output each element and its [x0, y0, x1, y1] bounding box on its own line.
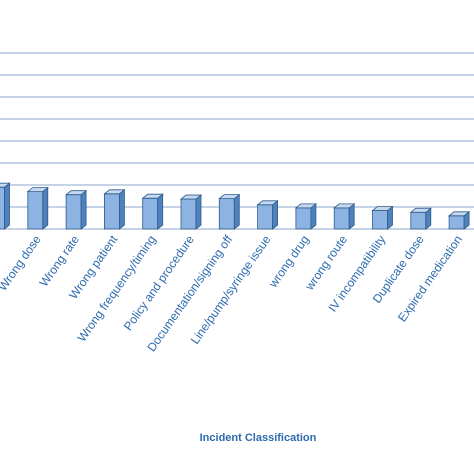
bar: [141, 193, 164, 230]
bar: [179, 194, 203, 230]
bar: [371, 205, 394, 230]
bar: [409, 207, 432, 230]
bar: [218, 193, 241, 230]
bar: [333, 203, 356, 230]
x-axis-title: Incident Classification: [200, 432, 317, 444]
bar: [256, 199, 279, 230]
bar: [26, 186, 49, 230]
category-label: Policy and procedure: [121, 232, 197, 333]
bar: [103, 188, 126, 230]
bar: [64, 189, 88, 230]
category-label: Wrong dose: [0, 232, 44, 293]
bars: [0, 182, 471, 230]
bar: [447, 210, 471, 230]
bar: [294, 203, 318, 230]
bar: [0, 182, 11, 230]
